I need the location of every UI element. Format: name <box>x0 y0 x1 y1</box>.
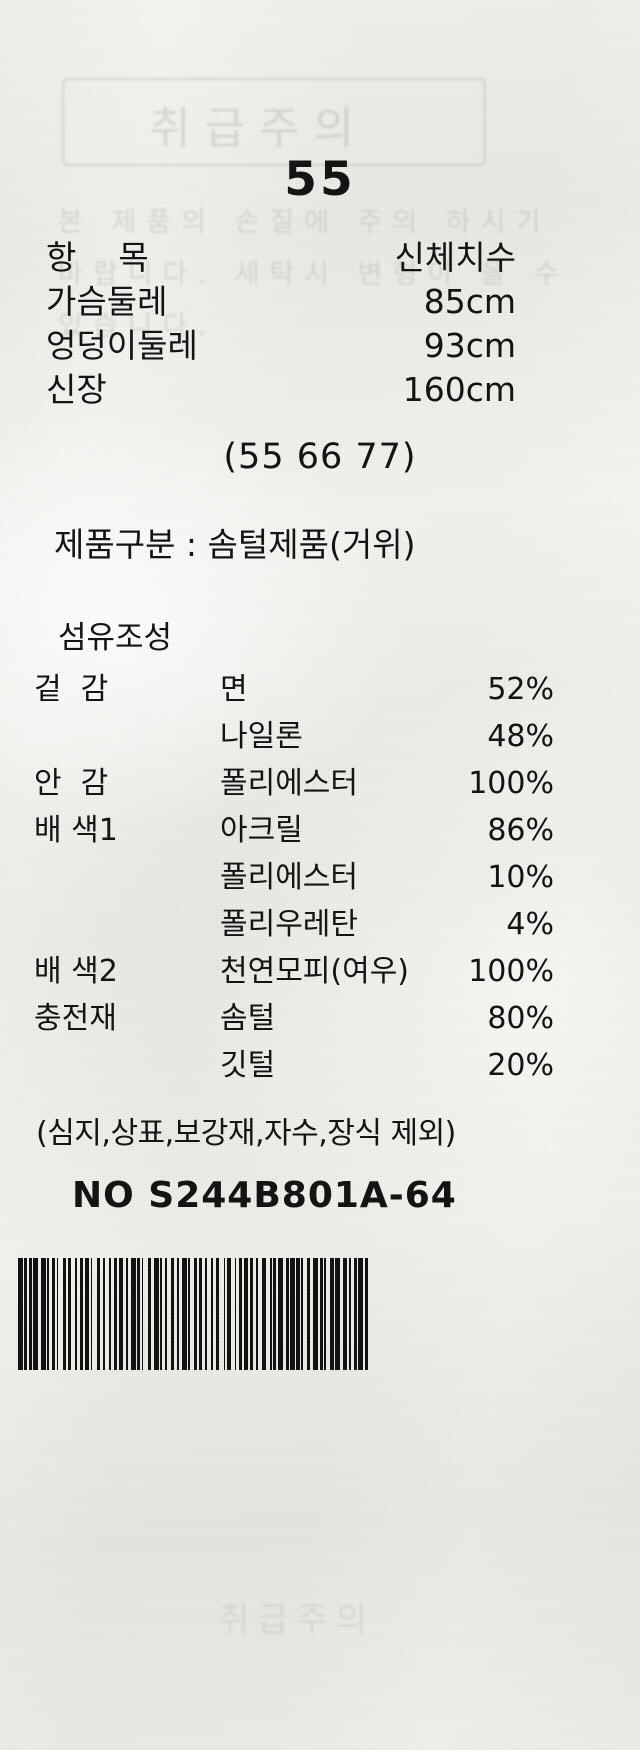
composition-heading: 섬유조성 <box>58 620 173 656</box>
table-row: 가슴둘레 85cm <box>46 280 516 324</box>
table-row: 배 색1 아크릴 86% <box>34 807 554 854</box>
table-row: 배 색2 천연모피(여우) 100% <box>34 948 554 995</box>
table-row: 겉 감 면 52% <box>34 666 554 713</box>
fiber-name: 폴리에스터 <box>220 766 358 801</box>
table-row: 충전재 솜털 80% <box>34 995 554 1042</box>
fiber-percent: 4% <box>506 907 554 942</box>
table-row: 나일론 48% <box>34 713 554 760</box>
body-measurement-table: 항 목 신체치수 가슴둘레 85cm 엉덩이둘레 93cm 신장 160cm <box>46 236 516 412</box>
table-row: 엉덩이둘레 93cm <box>46 324 516 368</box>
fiber-percent: 86% <box>487 813 554 848</box>
spec-value: 93cm <box>423 326 516 365</box>
page-title: 55 <box>284 152 356 207</box>
fiber-name: 아크릴 <box>220 813 303 848</box>
table-row: 안 감 폴리에스터 100% <box>34 760 554 807</box>
fiber-percent: 100% <box>468 954 554 989</box>
column-header-value: 신체치수 <box>394 238 516 277</box>
fiber-percent: 80% <box>487 1001 554 1036</box>
fiber-percent: 20% <box>487 1048 554 1083</box>
table-row: 신장 160cm <box>46 368 516 412</box>
fiber-name: 솜털 <box>220 1001 276 1036</box>
fiber-name: 폴리우레탄 <box>220 907 358 942</box>
component-label: 안 감 <box>34 766 109 801</box>
fiber-composition-table: 겉 감 면 52% 나일론 48% 안 감 폴리에스터 100% 배 색1 아크… <box>34 666 554 1089</box>
column-header-item: 항 목 <box>46 238 149 277</box>
table-row: 폴리우레탄 4% <box>34 901 554 948</box>
spec-label: 신장 <box>46 370 107 409</box>
table-header-row: 항 목 신체치수 <box>46 236 516 280</box>
fiber-percent: 52% <box>487 672 554 707</box>
table-row: 폴리에스터 10% <box>34 854 554 901</box>
component-label: 겉 감 <box>34 672 109 707</box>
spec-value: 85cm <box>423 282 516 321</box>
fiber-name: 나일론 <box>220 719 303 754</box>
product-type: 제품구분 : 솜털제품(거위) <box>54 525 416 564</box>
spec-value: 160cm <box>402 370 516 409</box>
item-number: NO S244B801A-64 <box>72 1175 457 1216</box>
spec-label: 가슴둘레 <box>46 282 168 321</box>
spec-label: 엉덩이둘레 <box>46 326 198 365</box>
fiber-percent: 100% <box>468 766 554 801</box>
fiber-percent: 48% <box>487 719 554 754</box>
fiber-percent: 10% <box>487 860 554 895</box>
exclusion-note: (심지,상표,보강재,자수,장식 제외) <box>36 1116 456 1151</box>
table-row: 깃털 20% <box>34 1042 554 1089</box>
fiber-name: 천연모피(여우) <box>220 954 410 989</box>
component-label: 충전재 <box>34 1001 117 1036</box>
fiber-name: 깃털 <box>220 1048 276 1083</box>
component-label: 배 색1 <box>34 813 118 848</box>
fiber-name: 폴리에스터 <box>220 860 358 895</box>
fiber-name: 면 <box>220 672 248 707</box>
barcode <box>18 1258 622 1370</box>
component-label: 배 색2 <box>34 954 118 989</box>
size-range: (55 66 77) <box>223 437 417 477</box>
